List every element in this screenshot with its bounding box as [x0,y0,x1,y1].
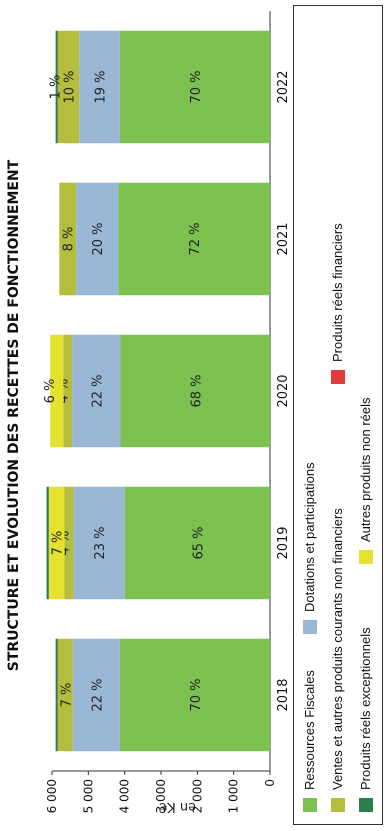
legend-label: Dotations et participations [302,462,317,612]
data-label: 70 % [189,678,204,711]
bar-segment [50,334,64,448]
legend-label: Ventes et autres produits courants non f… [330,508,345,790]
legend-item-dotations: Dotations et participations [302,462,317,634]
y-tick-label: 5 000 [81,779,95,813]
data-label: 65 % [191,526,206,559]
x-tick-label: 2020 [276,374,290,407]
bar-segment [46,486,49,600]
legend-swatch [358,550,373,564]
data-label: 7 % [59,683,74,708]
data-label: 70 % [189,70,204,103]
bar-segment [72,638,120,752]
data-label: 20 % [91,222,106,255]
bar-segment [55,30,58,144]
bar-segment [63,334,73,448]
bar-segment [120,334,270,448]
data-label: 8 % [62,227,77,252]
y-tick-label: 6 000 [45,779,59,813]
y-tick-label: 0 [263,779,277,787]
legend-swatch [302,798,317,812]
legend-label: Produits réels financiers [330,223,345,362]
x-tick-label: 2022 [276,70,290,103]
legend-swatch [330,798,345,812]
legend-item-ventes: Ventes et autres produits courants non f… [330,508,345,812]
data-label: 68 % [189,374,204,407]
legend-label: Ressources Fiscales [302,670,317,790]
data-label: 1 % [49,75,64,100]
legend-swatch [330,370,345,384]
y-tick-label: 3 000 [154,779,168,813]
bar-segment [79,30,120,144]
bar-segment [57,638,73,752]
legend-item-non-reels: Autres produits non réels [358,397,373,564]
bar-segment [57,30,80,144]
x-tick-label: 2019 [276,526,290,559]
legend-swatch [302,620,317,634]
legend-item-ressources-fiscales: Ressources Fiscales [302,670,317,812]
bar-segment [73,486,125,600]
data-label: 72 % [188,222,203,255]
bar-segment [72,334,121,448]
bar-segment [64,486,74,600]
data-label: 7 % [51,531,66,556]
bar-segment [118,182,270,296]
x-tick-label: 2021 [276,222,290,255]
data-label: 6 % [43,379,58,404]
y-tick-label: 2 000 [190,779,204,813]
bar-segment [124,486,270,600]
data-label: 23 % [93,526,108,559]
bar-segment [48,486,65,600]
chart-plot: 0 1 000 2 000 3 000 4 000 5 000 6 000 70 % 22 % 7… [43,11,290,813]
legend-label: Autres produits non réels [358,397,373,542]
bar-segment [119,30,271,144]
data-label: 22 % [90,374,105,407]
bar-segment [55,638,58,752]
x-tick-label: 2018 [276,678,290,711]
y-tick-label: 1 000 [227,779,241,813]
legend-item-produits-financiers: Produits réels financiers [330,223,345,384]
legend-swatch [358,798,373,812]
legend-label: Produits réels exceptionnels [358,627,373,790]
y-tick-label: 4 000 [118,779,132,813]
bar-segment [59,182,77,296]
data-label: 19 % [94,70,109,103]
legend: Ressources Fiscales Dotations et partici… [293,5,383,825]
bar-segment [76,182,119,296]
data-label: 10 % [62,70,77,103]
data-label: 22 % [90,678,105,711]
legend-item-exceptionnels: Produits réels exceptionnels [358,627,373,812]
bar-segment [119,638,271,752]
